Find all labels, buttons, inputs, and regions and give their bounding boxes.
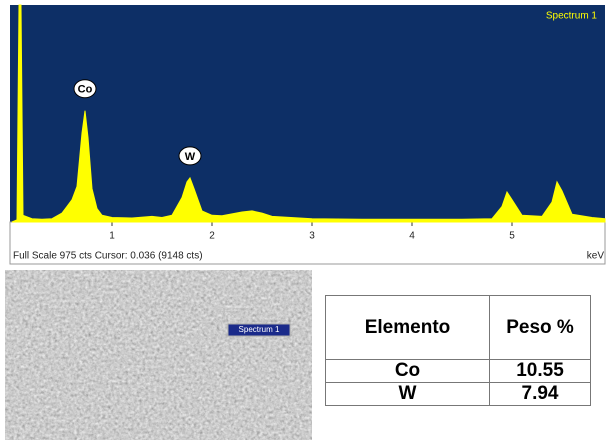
- x-tick-label: 1: [109, 231, 115, 242]
- peak-label: W: [185, 151, 196, 163]
- image-label: Spectrum 1: [239, 325, 280, 334]
- x-tick-label: 4: [409, 231, 415, 242]
- header-cell: Peso %: [490, 296, 591, 360]
- header-cell: Elemento: [326, 296, 490, 360]
- x-tick-label: 2: [209, 231, 215, 242]
- sem-image: [5, 270, 312, 440]
- cell: 7.94: [490, 383, 591, 406]
- x-tick-label: 3: [309, 231, 315, 242]
- cell: 10.55: [490, 360, 591, 383]
- cell: W: [326, 383, 490, 406]
- peak-label: Co: [78, 84, 93, 96]
- plot-area: [10, 5, 605, 222]
- x-axis-label: keV: [587, 251, 605, 262]
- cell: Co: [326, 360, 490, 383]
- x-tick-label: 5: [509, 231, 515, 242]
- page: Spectrum 1 Full Scale 975 cts Cursor: 0.…: [0, 0, 608, 445]
- status-text: Full Scale 975 cts Cursor: 0.036 (9148 c…: [13, 251, 203, 262]
- spectrum-title: Spectrum 1: [546, 11, 598, 22]
